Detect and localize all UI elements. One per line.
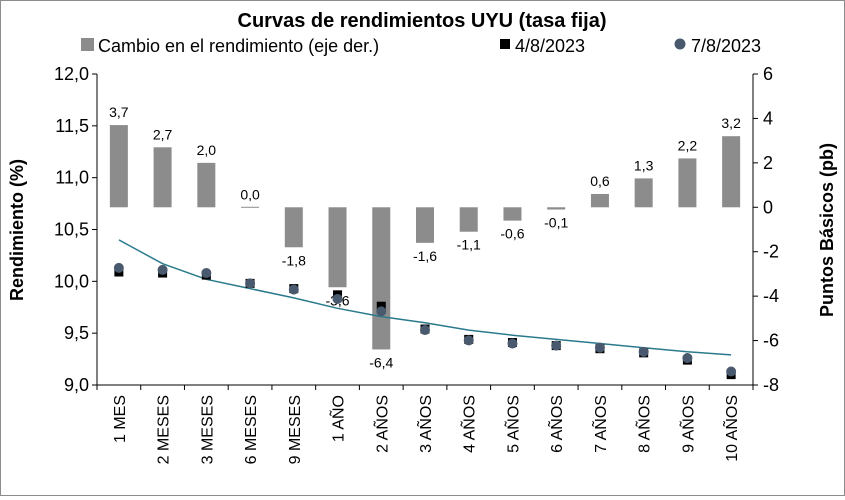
- x-tick-label: 2 MESES: [156, 395, 173, 464]
- bar-data-label: -1,6: [413, 248, 437, 264]
- bar: [459, 207, 478, 232]
- y-left-tick-label: 11,5: [55, 116, 89, 136]
- bar: [590, 193, 609, 208]
- bar-data-label: -1,1: [457, 237, 481, 253]
- axes: 12,0 11,5 11,0 10,5 10,0 9,5 9,0 6 4 2 0 -2 -4 -6 -8 1 …: [54, 64, 779, 464]
- point-circle: [682, 353, 693, 364]
- x-tick-label: 2 AÑOS: [371, 395, 391, 453]
- bar-data-label: -6,4: [369, 354, 393, 370]
- point-circle: [594, 342, 605, 353]
- point-circle: [638, 346, 649, 357]
- x-tick-label: 7 AÑOS: [590, 395, 610, 453]
- y-right-tick-label: 4: [763, 108, 773, 128]
- legend-marker-circle: [674, 38, 686, 50]
- legend-label-series-1: 4/8/2023: [515, 36, 585, 56]
- bar-data-label: -0,1: [544, 215, 568, 231]
- point-circle: [507, 338, 518, 349]
- y-left-tick-label: 12,0: [54, 64, 89, 84]
- y-right-tick-label: -2: [763, 242, 779, 262]
- bar: [416, 207, 434, 243]
- point-circle: [245, 278, 256, 289]
- legend-marker-square: [500, 39, 510, 49]
- bar: [328, 207, 347, 288]
- bar-data-label: 0,0: [240, 186, 260, 202]
- legend-label-bar: Cambio en el rendimiento (eje der.): [98, 36, 379, 56]
- point-circle: [113, 262, 124, 273]
- trendline-line: [118, 239, 732, 356]
- y-left-tick-label: 9,5: [64, 323, 89, 343]
- x-tick-label: 6 AÑOS: [546, 395, 566, 453]
- legend-label-series-2: 7/8/2023: [691, 36, 761, 56]
- trendline: [118, 239, 732, 356]
- bar: [722, 136, 741, 208]
- x-tick-label: 8 AÑOS: [634, 395, 654, 453]
- point-circle: [376, 306, 387, 317]
- point-circle: [332, 293, 343, 304]
- point-circle: [288, 284, 299, 295]
- x-tick-label: 1 AÑO: [328, 395, 348, 442]
- y-right-tick-label: 6: [763, 64, 773, 84]
- y-left-tick-label: 9,0: [64, 375, 89, 395]
- x-tick-label: 10 AÑOS: [721, 395, 741, 462]
- x-tick-label: 4 AÑOS: [459, 395, 479, 453]
- x-tick-label: 9 AÑOS: [677, 395, 697, 453]
- point-circle: [201, 268, 212, 279]
- point-circle: [420, 325, 430, 336]
- point-circle: [551, 340, 562, 351]
- y-left-tick-label: 10,5: [54, 220, 89, 240]
- chart-title: Curvas de rendimientos UYU (tasa fija): [238, 10, 607, 32]
- x-tick-label: 3 AÑOS: [415, 395, 435, 453]
- x-tick-label: 1 MES: [112, 395, 129, 443]
- bar-data-label: 1,3: [634, 157, 654, 173]
- x-tick-label: 9 MESES: [287, 395, 304, 464]
- bar-data-label: 0,6: [590, 173, 610, 189]
- bar: [284, 207, 303, 248]
- bar: [241, 206, 260, 208]
- bar: [547, 207, 566, 210]
- bar: [109, 125, 128, 208]
- bar: [634, 178, 653, 208]
- bar-data-label: -1,8: [282, 252, 306, 268]
- y-right-tick-label: -6: [763, 331, 779, 351]
- bar-data-label: 2,2: [678, 137, 698, 153]
- bar-series: [109, 125, 741, 350]
- bar: [153, 147, 172, 208]
- y-right-tick-label: -8: [763, 375, 779, 395]
- x-tick-label: 5 AÑOS: [502, 395, 522, 453]
- x-tick-label: 3 MESES: [199, 395, 216, 464]
- bar: [503, 207, 522, 221]
- y-right-tick-label: 2: [763, 153, 773, 173]
- y-axis-right-title: Puntos Básicos (pb): [817, 143, 837, 317]
- legend-swatch-bar: [81, 38, 94, 51]
- scatter-series-2: [113, 262, 737, 377]
- y-right-tick-label: 0: [763, 197, 773, 217]
- bar-data-label: 2,7: [153, 126, 173, 142]
- bar-data-label: 3,7: [109, 104, 129, 120]
- bar-data-label: 3,2: [721, 115, 741, 131]
- point-square: [376, 301, 386, 311]
- bar: [372, 207, 391, 350]
- bar-data-label: -0,6: [500, 226, 524, 242]
- point-circle: [157, 264, 168, 275]
- bar-data-label: 2,0: [197, 142, 217, 158]
- y-axis-left-title: Rendimiento (%): [7, 159, 27, 301]
- bar: [678, 158, 697, 208]
- y-right-tick-label: -4: [763, 286, 779, 306]
- legend: Cambio en el rendimiento (eje der.) 4/8/…: [81, 36, 761, 56]
- point-circle: [463, 335, 474, 346]
- y-left-tick-label: 11,0: [55, 168, 89, 188]
- point-circle: [726, 366, 737, 377]
- y-left-tick-label: 10,0: [54, 271, 89, 291]
- x-tick-label: 6 MESES: [243, 395, 260, 464]
- bar: [197, 162, 216, 208]
